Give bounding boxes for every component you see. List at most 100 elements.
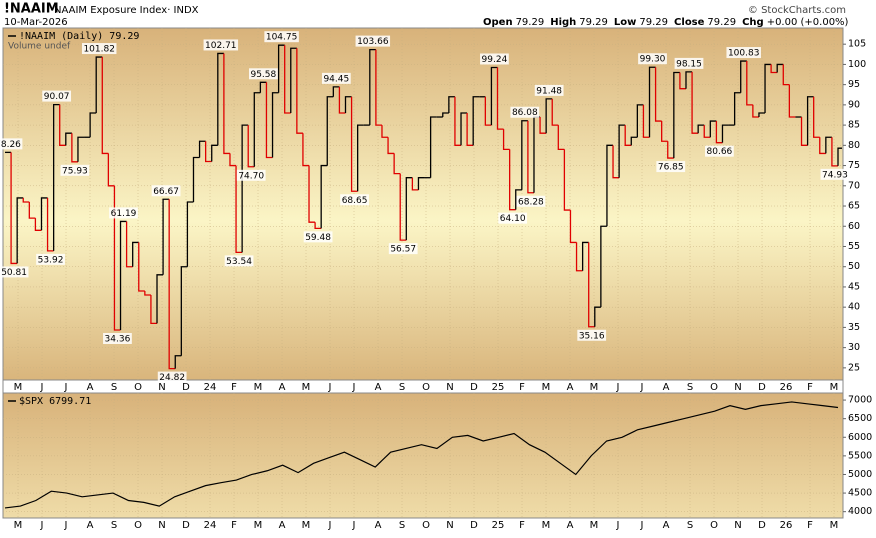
step-segment <box>235 165 243 254</box>
x-tick-label: A <box>375 520 382 531</box>
x-tick-label: F <box>231 520 237 531</box>
step-segment <box>40 197 48 231</box>
label-box <box>81 43 117 55</box>
x-tick-label: S <box>399 520 405 531</box>
x-tick-label: D <box>758 382 766 393</box>
step-segment <box>16 197 24 264</box>
x-tick-label: D <box>182 382 190 393</box>
step-segment <box>557 125 565 151</box>
label-box <box>534 84 564 96</box>
step-segment <box>162 198 170 275</box>
x-tick-label: M <box>14 382 23 393</box>
step-segment <box>740 60 747 93</box>
x-tick-label: 26 <box>780 520 793 531</box>
data-label: 78.26 <box>0 140 21 150</box>
step-segment <box>819 137 826 155</box>
label-box <box>638 53 667 65</box>
quote-value: 79.29 <box>579 17 608 28</box>
y-tick-label: 35 <box>848 322 860 333</box>
x-tick-label: 26 <box>780 382 793 393</box>
x-tick-label: A <box>375 382 382 393</box>
x-tick-label: J <box>40 520 44 531</box>
step-segment <box>575 242 583 272</box>
step-segment <box>527 120 534 194</box>
label-box <box>510 106 540 118</box>
step-segment <box>277 44 285 93</box>
step-segment <box>125 221 133 268</box>
step-segment <box>381 125 389 138</box>
step-segment <box>180 266 188 356</box>
step-segment <box>338 86 346 114</box>
label-box <box>480 53 509 65</box>
step-segment <box>551 98 559 126</box>
step-segment <box>211 144 218 162</box>
step-segment <box>168 199 176 370</box>
step-segment <box>594 306 601 327</box>
y-tick-label: 5000 <box>848 469 872 480</box>
x-tick-label: J <box>40 382 44 393</box>
data-label: 102.71 <box>205 41 237 51</box>
x-tick-label: O <box>422 520 430 531</box>
step-segment <box>466 112 474 146</box>
step-segment <box>764 63 772 113</box>
legend-name: !NAAIM (Daily) <box>19 31 103 42</box>
step-segment <box>800 117 808 146</box>
x-tick-label: 24 <box>204 382 217 393</box>
data-label: 86.08 <box>512 108 538 118</box>
label-box <box>157 371 187 383</box>
x-tick-label: M <box>542 520 551 531</box>
y-tick-label: 100 <box>848 59 866 70</box>
x-tick-label: A <box>279 382 286 393</box>
step-segment <box>776 63 784 73</box>
step-segment <box>174 355 182 369</box>
x-tick-label: O <box>710 382 718 393</box>
label-box <box>224 255 254 267</box>
x-tick-label: N <box>446 520 453 531</box>
x-tick-label: A <box>567 382 574 393</box>
step-segment <box>399 173 407 241</box>
data-label: 95.58 <box>250 70 276 80</box>
legend-note: Volume undef <box>8 42 71 52</box>
label-box <box>656 161 686 173</box>
x-tick-label: A <box>87 520 94 531</box>
step-segment <box>132 241 139 267</box>
line <box>4 401 839 509</box>
quote-label: Chg <box>742 17 764 28</box>
x-tick-label: D <box>470 520 478 531</box>
step-segment <box>34 218 42 231</box>
x-tick-label: D <box>758 520 766 531</box>
step-segment <box>588 242 595 328</box>
step-segment <box>679 72 686 90</box>
label-box <box>516 195 546 207</box>
x-tick-label: 24 <box>204 520 217 531</box>
step-segment <box>138 242 145 292</box>
x-tick-label: 25 <box>492 520 505 531</box>
x-tick-label: S <box>399 382 405 393</box>
x-tick-label: M <box>302 382 311 393</box>
step-segment <box>691 71 699 134</box>
quote-value: +0.00 (+0.00%) <box>767 17 849 28</box>
step-segment <box>59 104 66 146</box>
legend-value: 6799.71 <box>49 396 91 407</box>
x-tick-label: F <box>231 382 237 393</box>
step-segment <box>357 124 364 192</box>
step-segment <box>654 67 662 122</box>
data-label: 101.82 <box>83 45 115 55</box>
step-segment <box>709 120 717 138</box>
data-label: 50.81 <box>1 268 27 278</box>
label-box <box>248 68 278 80</box>
step-segment <box>332 86 340 97</box>
step-segment <box>65 132 72 146</box>
step-segment <box>71 133 78 163</box>
x-tick-label: D <box>182 520 190 531</box>
step-segment <box>661 121 668 142</box>
y-tick-label: 5500 <box>848 450 872 461</box>
step-segment <box>192 156 200 202</box>
step-segment <box>290 47 297 113</box>
label-box <box>726 47 761 59</box>
x-tick-label: J <box>640 520 644 531</box>
y-tick-label: 75 <box>848 160 860 171</box>
step-segment <box>563 149 571 211</box>
x-tick-label: J <box>640 382 644 393</box>
x-tick-label: N <box>158 382 165 393</box>
